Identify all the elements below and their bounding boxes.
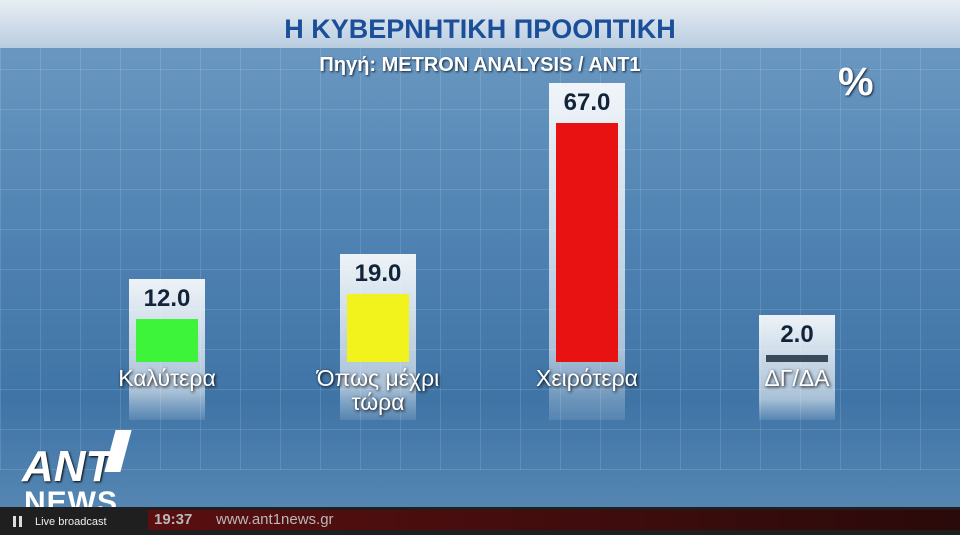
value-label: 12.0 (143, 285, 191, 313)
ticker-time: 19:37 (154, 511, 193, 528)
category-label: Χειρότερα (536, 365, 638, 391)
category-label: ΔΓ/ΔΑ (764, 365, 830, 391)
bar (347, 294, 409, 362)
bar (766, 354, 828, 362)
value-label: 19.0 (354, 260, 402, 288)
chart-subtitle: Πηγή: METRON ANALYSIS / ANT1 (319, 54, 641, 76)
value-label: 67.0 (563, 88, 611, 116)
bar (556, 122, 618, 362)
chart-title: Η ΚΥΒΕΡΝΗΤΙΚΗ ΠΡΟΟΠΤΙΚΗ (284, 14, 676, 44)
title-band (0, 0, 960, 48)
pause-icon[interactable] (13, 516, 16, 527)
news-ticker: 19:37 www.ant1news.gr (148, 510, 960, 530)
logo-top: ANT (22, 442, 113, 491)
logo: ANT NEWS (22, 430, 147, 519)
ticker-url: www.ant1news.gr (216, 511, 334, 528)
unit-label: % (838, 60, 874, 104)
player-status: Live broadcast (35, 516, 107, 528)
category-label: Καλύτερα (118, 365, 216, 391)
bar (136, 319, 198, 362)
bar-frame (759, 314, 835, 420)
pause-icon[interactable] (19, 516, 22, 527)
value-label: 2.0 (780, 320, 814, 348)
category-label: Όπως μέχρι τώρα (316, 365, 440, 415)
